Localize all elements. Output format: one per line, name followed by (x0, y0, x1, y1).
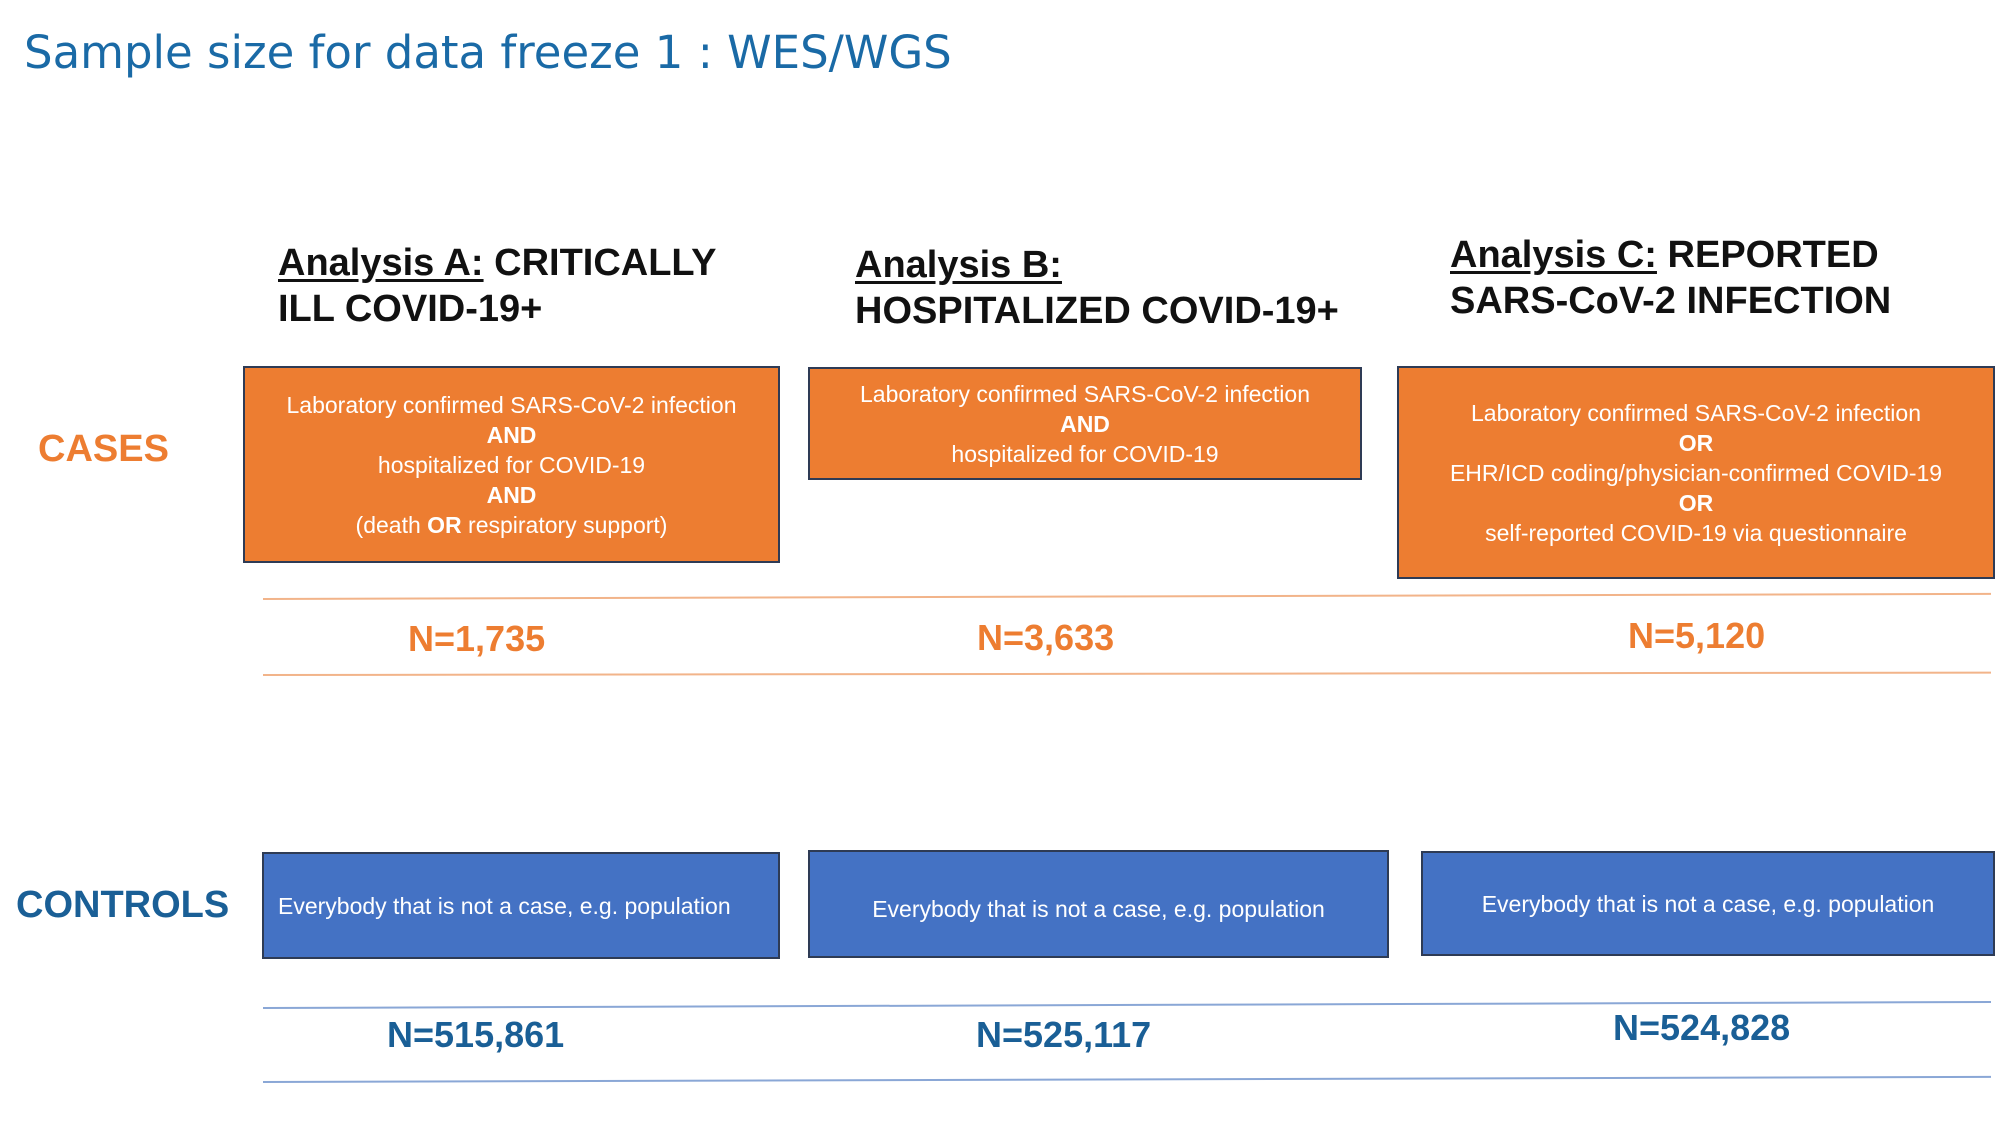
analysis-c-operator-1: OR (1678, 429, 1714, 456)
analysis-a-title-part1: CRITICALLY (494, 242, 717, 284)
analysis-a-criterion-3-operator: OR (427, 511, 462, 538)
analysis-a-controls-box: Everybody that is not a case, e.g. popul… (262, 852, 780, 959)
analysis-b-operator-1: AND (1060, 410, 1110, 437)
page-title: Sample size for data freeze 1 : WES/WGS (24, 26, 952, 79)
analysis-b-criterion-2: hospitalized for COVID-19 (951, 440, 1219, 467)
analysis-c-criterion-1: Laboratory confirmed SARS-CoV-2 infectio… (1471, 399, 1921, 426)
analysis-c-controls-count: N=524,828 (1613, 1007, 1791, 1048)
analysis-b-cases-count: N=3,633 (977, 617, 1115, 658)
controls-rule-bottom (263, 1075, 1991, 1083)
analysis-c-operator-2: OR (1678, 489, 1714, 516)
analysis-b-controls-count: N=525,117 (976, 1014, 1152, 1055)
analysis-b-heading: Analysis B: HOSPITALIZED COVID-19+ (855, 242, 1339, 334)
analysis-c-heading: Analysis C: REPORTED SARS-CoV-2 INFECTIO… (1450, 232, 1891, 324)
analysis-a-operator-1: AND (486, 421, 537, 448)
analysis-a-controls-text: Everybody that is not a case, e.g. popul… (278, 892, 731, 919)
analysis-c-controls-text: Everybody that is not a case, e.g. popul… (1481, 890, 1935, 917)
analysis-c-title-part2: SARS-CoV-2 INFECTION (1450, 280, 1892, 322)
analysis-b-criterion-1: Laboratory confirmed SARS-CoV-2 infectio… (860, 380, 1310, 407)
analysis-c-cases-count: N=5,120 (1628, 615, 1766, 656)
analysis-a-criterion-1: Laboratory confirmed SARS-CoV-2 infectio… (286, 391, 737, 418)
analysis-a-criterion-3: (death OR respiratory support) (356, 510, 668, 540)
analysis-a-operator-2: AND (486, 481, 537, 508)
analysis-b-label: Analysis B: (855, 244, 1062, 286)
analysis-b-controls-text: Everybody that is not a case, e.g. popul… (872, 896, 1325, 922)
analysis-a-criterion-3-post: respiratory support) (461, 511, 668, 538)
analysis-b-controls-box: Everybody that is not a case, e.g. popul… (808, 850, 1389, 958)
analysis-c-controls-box: Everybody that is not a case, e.g. popul… (1421, 851, 1995, 956)
cases-rule-top (263, 592, 1991, 600)
analysis-b-title-part2: HOSPITALIZED COVID-19+ (855, 290, 1339, 332)
analysis-c-criterion-2: EHR/ICD coding/physician-confirmed COVID… (1449, 459, 1943, 486)
analysis-a-heading: Analysis A: CRITICALLY ILL COVID-19+ (278, 240, 717, 332)
analysis-c-label: Analysis C: (1450, 234, 1657, 276)
analysis-a-label: Analysis A: (278, 242, 484, 284)
cases-row-label: CASES (38, 428, 169, 470)
analysis-c-cases-box: Laboratory confirmed SARS-CoV-2 infectio… (1397, 366, 1995, 579)
analysis-a-cases-count: N=1,735 (408, 618, 546, 659)
analysis-b-cases-box: Laboratory confirmed SARS-CoV-2 infectio… (808, 367, 1362, 480)
analysis-c-title-part1: REPORTED (1667, 234, 1879, 276)
analysis-a-title-part2: ILL COVID-19+ (278, 288, 543, 330)
analysis-a-cases-box: Laboratory confirmed SARS-CoV-2 infectio… (243, 366, 780, 563)
analysis-a-controls-count: N=515,861 (387, 1014, 565, 1055)
analysis-a-criterion-2: hospitalized for COVID-19 (377, 451, 646, 478)
cases-rule-bottom (263, 671, 1992, 676)
analysis-a-criterion-3-pre: (death (355, 511, 428, 538)
controls-row-label: CONTROLS (16, 884, 230, 926)
analysis-c-criterion-3: self-reported COVID-19 via questionnaire (1485, 519, 1907, 546)
